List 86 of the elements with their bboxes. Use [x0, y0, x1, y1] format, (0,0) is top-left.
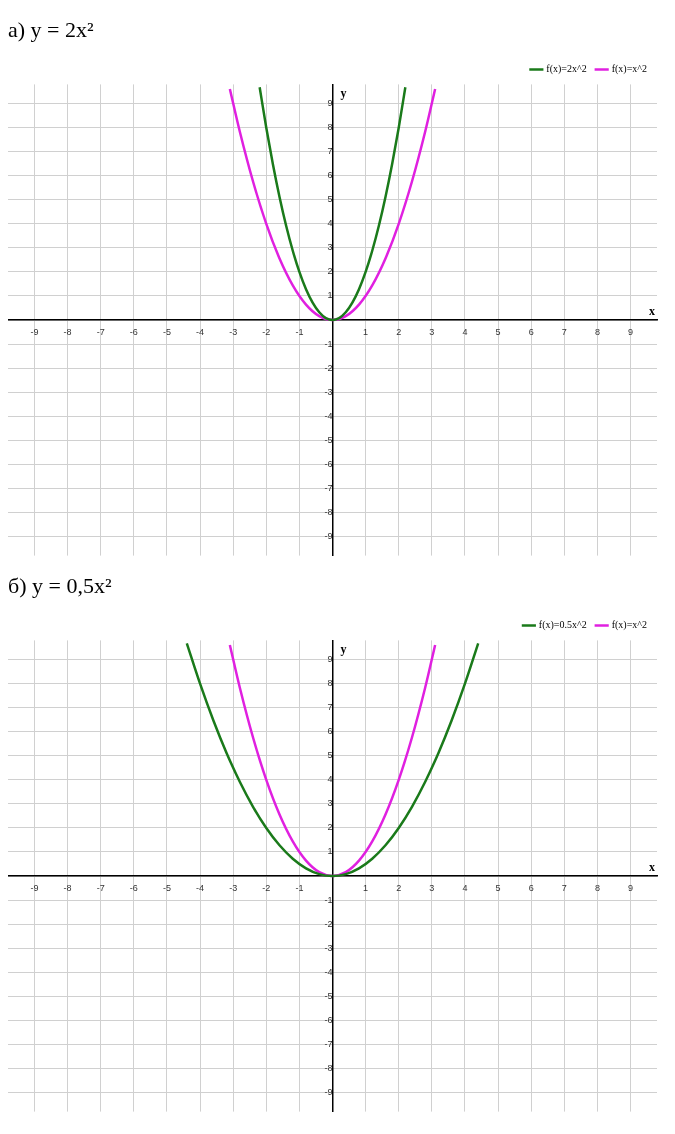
x-tick-label: -2 — [262, 326, 271, 337]
y-tick-label: 7 — [327, 702, 333, 713]
x-axis-title: x — [649, 860, 655, 875]
y-tick-label: 2 — [327, 266, 333, 277]
x-tick-label: -8 — [63, 882, 72, 893]
x-tick-label: -8 — [63, 326, 72, 337]
y-tick-label: 8 — [327, 678, 333, 689]
y-tick-label: 9 — [327, 654, 333, 665]
y-tick-label: 5 — [327, 194, 333, 205]
y-tick-label: -5 — [324, 990, 333, 1001]
y-tick-label: -8 — [324, 1062, 333, 1073]
x-tick-label: 9 — [628, 326, 634, 337]
x-tick-label: -5 — [162, 326, 171, 337]
y-tick-label: 5 — [327, 750, 333, 761]
y-tick-label: 2 — [327, 822, 333, 833]
x-tick-label: 2 — [396, 326, 402, 337]
x-tick-label: 8 — [594, 326, 600, 337]
y-tick-label: 3 — [327, 798, 333, 809]
x-tick-label: -1 — [295, 882, 304, 893]
y-axis-title: y — [340, 642, 347, 657]
y-axis-title: y — [340, 86, 347, 101]
y-tick-label: 6 — [327, 726, 333, 737]
y-tick-label: 9 — [327, 98, 333, 109]
y-tick-label: -4 — [324, 966, 333, 977]
x-tick-label: 8 — [594, 882, 600, 893]
chart-title: б) y = 0,5x² — [8, 572, 112, 598]
y-tick-label: -8 — [324, 506, 333, 517]
chart-title: а) y = 2x² — [8, 16, 94, 42]
y-tick-label: 1 — [327, 290, 333, 301]
y-tick-label: -3 — [324, 942, 333, 953]
y-tick-label: 4 — [327, 774, 333, 785]
x-tick-label: -2 — [262, 882, 271, 893]
x-tick-label: 9 — [628, 882, 634, 893]
line-series — [228, 87, 437, 322]
x-tick-label: -6 — [129, 882, 138, 893]
legend-label: f(x)=x^2 — [611, 619, 648, 632]
y-tick-label: -5 — [324, 434, 333, 445]
x-tick-label: -6 — [129, 326, 138, 337]
x-tick-label: -5 — [162, 882, 171, 893]
x-tick-label: -3 — [229, 882, 238, 893]
y-tick-label: -7 — [324, 1038, 333, 1049]
y-tick-label: -6 — [324, 458, 333, 469]
legend-label: f(x)=2x^2 — [546, 63, 587, 76]
x-tick-label: -7 — [96, 882, 105, 893]
x-tick-label: -1 — [295, 326, 304, 337]
x-tick-label: 7 — [561, 326, 567, 337]
line-series — [258, 86, 407, 322]
y-tick-label: -1 — [324, 338, 333, 349]
y-tick-label: 4 — [327, 218, 333, 229]
x-tick-label: 7 — [561, 882, 567, 893]
x-tick-label: 1 — [363, 326, 369, 337]
y-tick-label: -6 — [324, 1014, 333, 1025]
x-tick-label: 2 — [396, 882, 402, 893]
x-tick-label: 3 — [429, 882, 435, 893]
x-tick-label: -9 — [30, 326, 39, 337]
y-tick-label: -2 — [324, 362, 333, 373]
y-tick-label: -3 — [324, 386, 333, 397]
legend-label: f(x)=0.5x^2 — [538, 619, 587, 632]
line-series — [228, 643, 437, 878]
x-axis-title: x — [649, 304, 655, 319]
x-tick-label: 6 — [528, 326, 534, 337]
x-tick-label: -9 — [30, 882, 39, 893]
y-tick-label: 6 — [327, 170, 333, 181]
x-tick-label: 4 — [462, 326, 468, 337]
y-tick-label: 1 — [327, 846, 333, 857]
x-tick-label: -4 — [196, 326, 205, 337]
x-tick-label: 5 — [495, 326, 501, 337]
y-tick-label: -9 — [324, 530, 333, 541]
x-tick-label: 5 — [495, 882, 501, 893]
y-tick-label: -1 — [324, 894, 333, 905]
y-tick-label: 7 — [327, 146, 333, 157]
legend-label: f(x)=x^2 — [611, 63, 648, 76]
y-tick-label: -4 — [324, 410, 333, 421]
x-tick-label: 4 — [462, 882, 468, 893]
x-tick-label: 6 — [528, 882, 534, 893]
x-tick-label: 3 — [429, 326, 435, 337]
y-tick-label: -9 — [324, 1086, 333, 1097]
x-tick-label: -3 — [229, 326, 238, 337]
line-series — [185, 642, 480, 878]
x-tick-label: 1 — [363, 882, 369, 893]
y-tick-label: 3 — [327, 242, 333, 253]
y-tick-label: -2 — [324, 918, 333, 929]
x-tick-label: -7 — [96, 326, 105, 337]
y-tick-label: 8 — [327, 122, 333, 133]
x-tick-label: -4 — [196, 882, 205, 893]
y-tick-label: -7 — [324, 482, 333, 493]
